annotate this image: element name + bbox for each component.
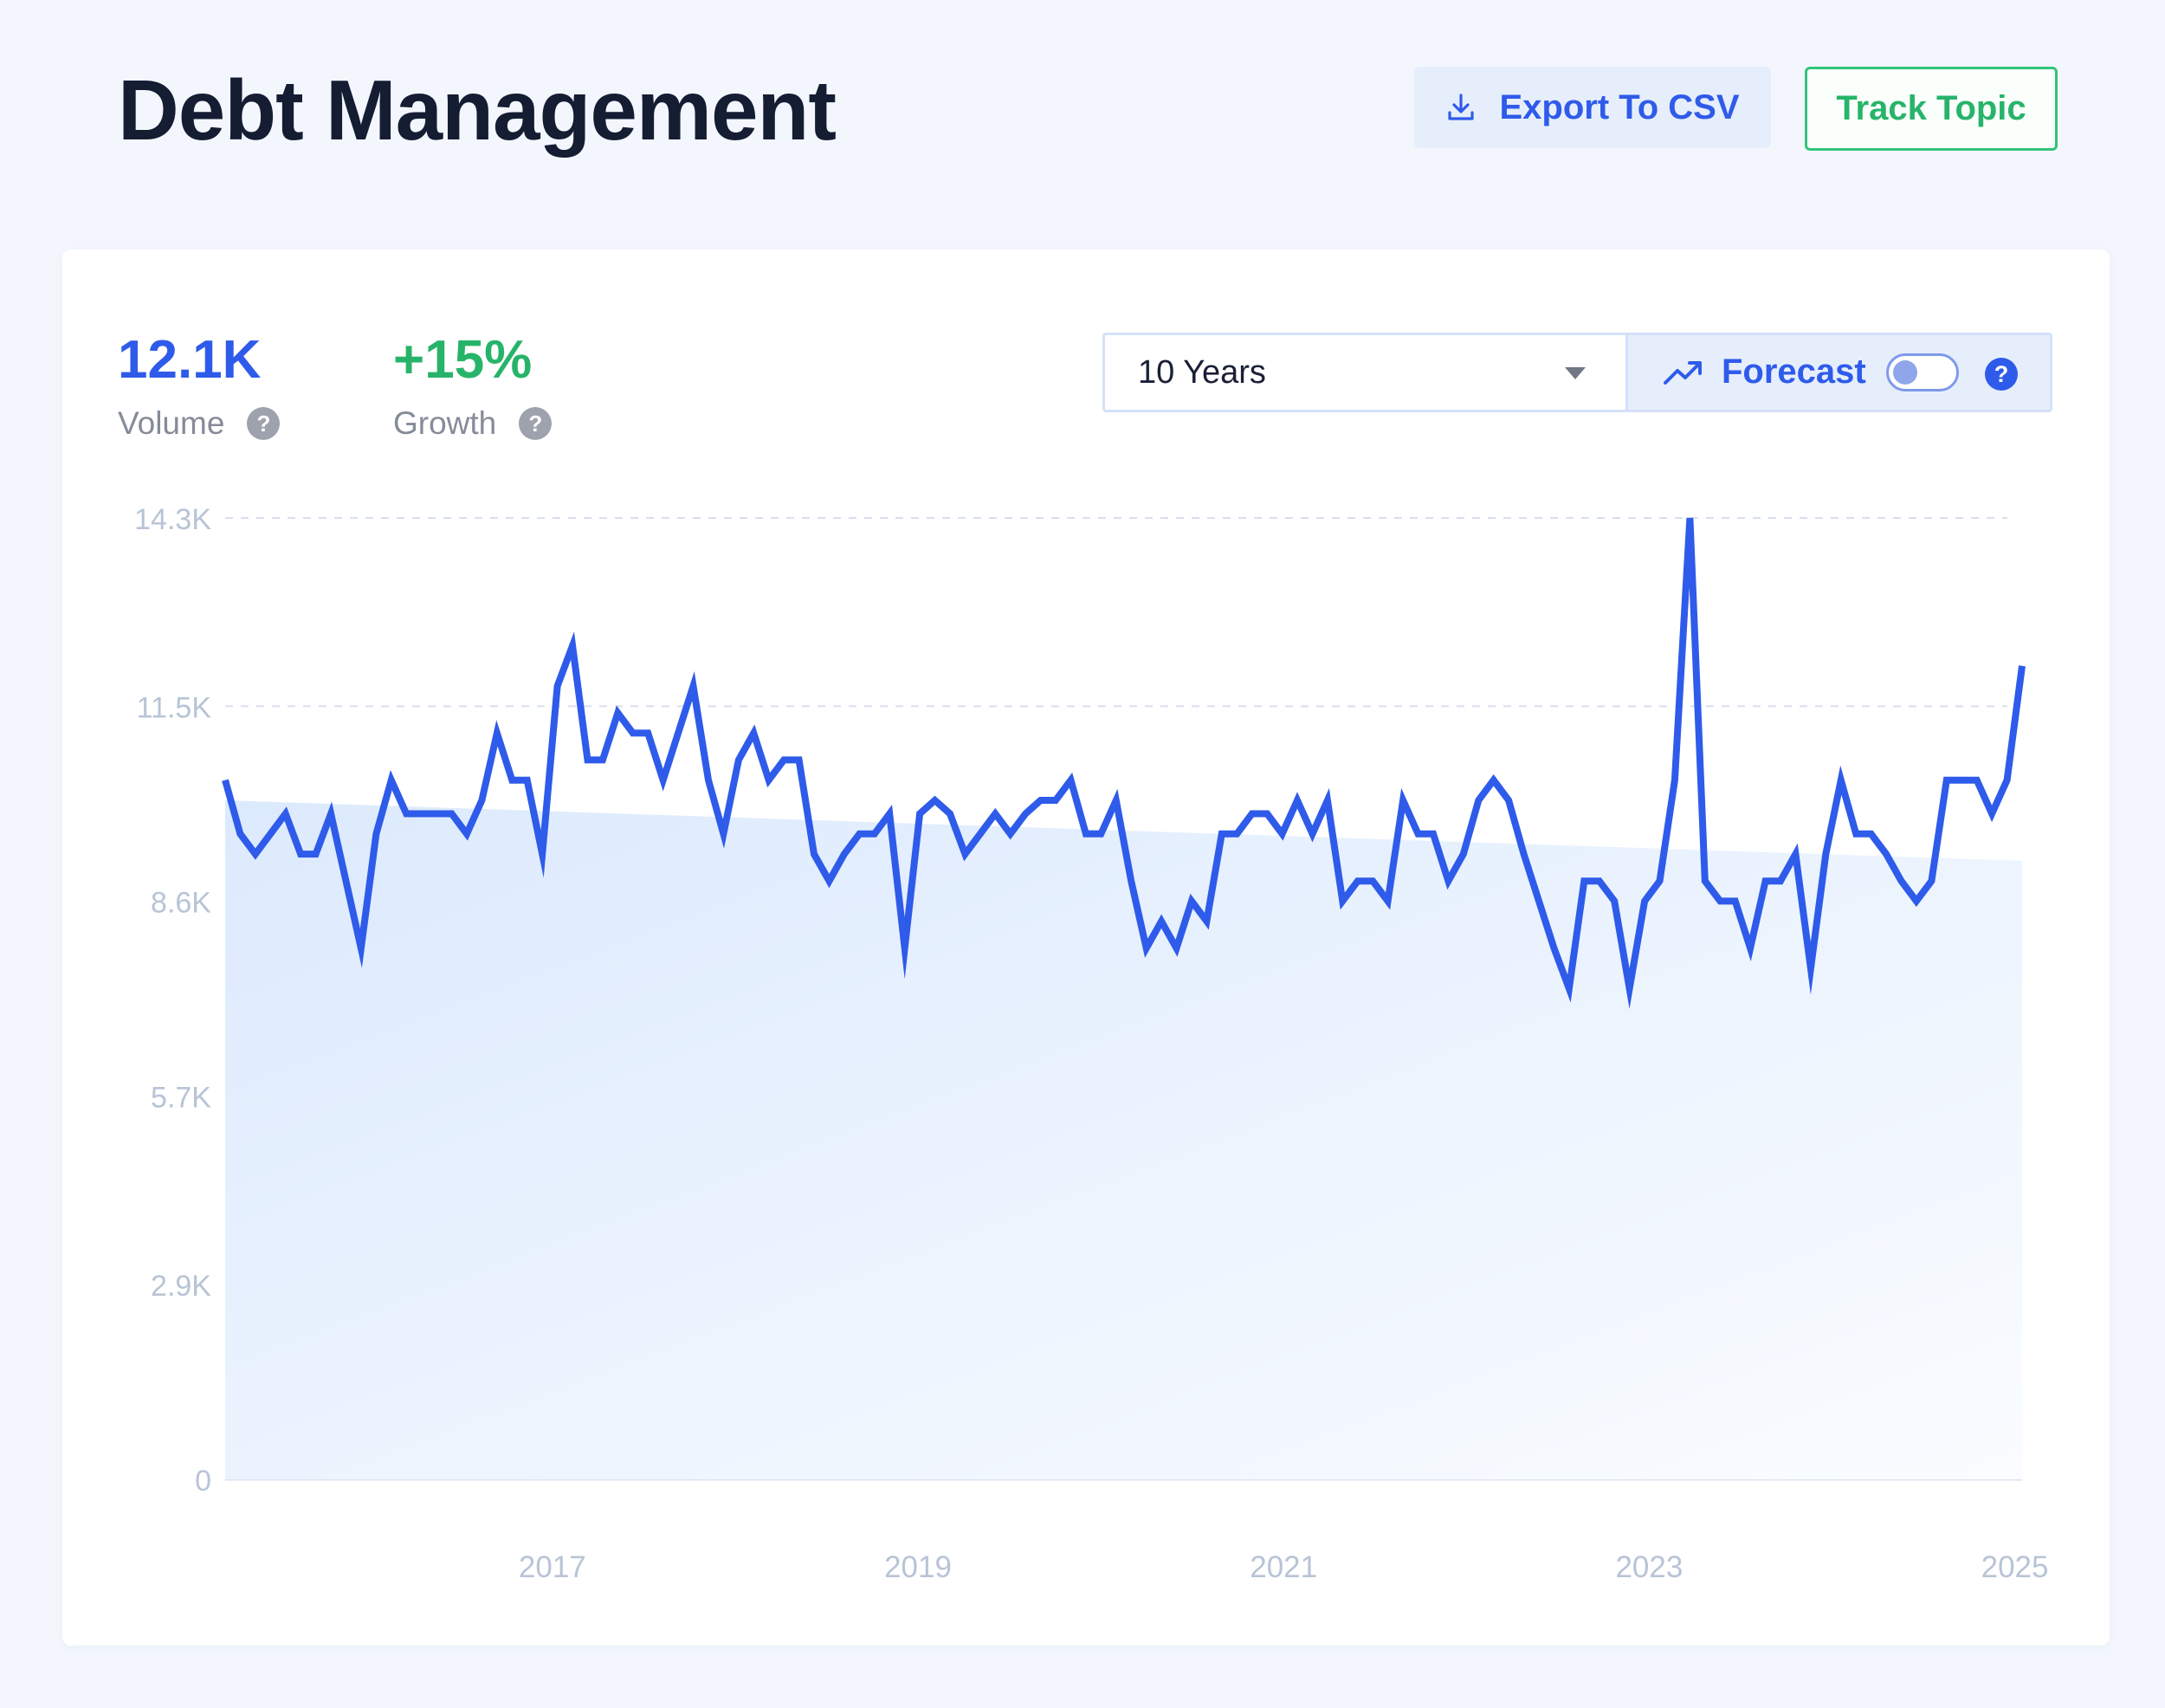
- x-tick-label: 2017: [519, 1550, 586, 1584]
- x-tick-label: 2021: [1250, 1550, 1317, 1584]
- growth-metric: +15% Growth ?: [393, 329, 553, 442]
- page-title: Debt Management: [118, 62, 837, 158]
- growth-help-icon[interactable]: ?: [519, 407, 553, 440]
- export-csv-button[interactable]: Export To CSV: [1414, 67, 1771, 148]
- y-tick-label: 14.3K: [134, 503, 211, 536]
- y-tick-label: 5.7K: [151, 1082, 211, 1115]
- forecast-toggle[interactable]: [1886, 353, 1959, 391]
- volume-label: Volume: [118, 405, 225, 441]
- x-tick-label: 2023: [1615, 1550, 1683, 1584]
- y-tick-label: 0: [195, 1465, 211, 1498]
- x-tick-label: 2025: [1981, 1550, 2049, 1584]
- export-csv-label: Export To CSV: [1499, 87, 1740, 126]
- forecast-help-icon[interactable]: ?: [1985, 358, 2018, 391]
- y-tick-label: 2.9K: [151, 1270, 211, 1303]
- forecast-control: Forecast ?: [1625, 333, 2052, 412]
- growth-value: +15%: [393, 330, 533, 390]
- trend-area: [225, 800, 2022, 1479]
- y-tick-label: 11.5K: [137, 691, 212, 724]
- toggle-knob: [1893, 360, 1917, 385]
- y-tick-label: 8.6K: [151, 886, 211, 919]
- time-range-select[interactable]: 10 Years: [1102, 333, 1625, 412]
- volume-metric: 12.1K Volume ?: [118, 329, 281, 442]
- growth-label: Growth: [393, 405, 497, 441]
- volume-help-icon[interactable]: ?: [247, 407, 281, 440]
- caret-down-icon: [1565, 367, 1586, 379]
- download-icon: [1448, 94, 1475, 120]
- trend-up-icon: [1664, 361, 1702, 385]
- volume-value: 12.1K: [118, 330, 262, 390]
- volume-series-line: [222, 517, 2026, 1009]
- forecast-label: Forecast: [1722, 353, 1866, 391]
- time-range-value: 10 Years: [1138, 353, 1266, 391]
- x-tick-label: 2019: [884, 1550, 952, 1584]
- track-topic-button[interactable]: Track Topic: [1805, 67, 2058, 151]
